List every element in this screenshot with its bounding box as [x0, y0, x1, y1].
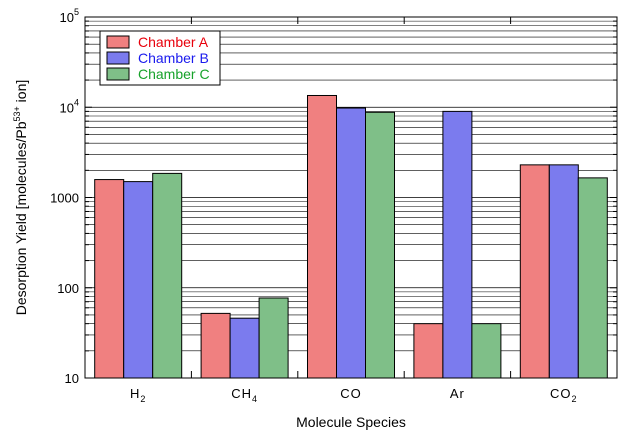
legend-swatch	[106, 67, 130, 81]
bar-chamber-a	[307, 94, 337, 379]
y-tick-label: 10	[65, 371, 79, 386]
legend-swatch	[106, 35, 130, 49]
x-axis-title: Molecule Species	[296, 414, 406, 430]
y-axis-title: Desorption Yield [molecules/Pb53+ ion]	[12, 80, 29, 316]
bar-chamber-b	[336, 107, 366, 379]
y-tick-label: 100	[57, 281, 79, 296]
y-axis-title-superscript: 53+	[12, 106, 22, 121]
x-category-label: Ar	[450, 386, 465, 401]
bar-chamber-c	[258, 297, 289, 379]
legend-label: Chamber C	[138, 66, 210, 82]
bar-chamber-a	[519, 164, 550, 379]
bars	[94, 94, 608, 379]
x-category-label: CO2	[550, 386, 578, 404]
bar-chamber-c	[365, 111, 395, 379]
y-tick-label: 104	[60, 97, 79, 115]
bar-chamber-b	[548, 164, 579, 379]
y-tick-label: 1000	[50, 191, 79, 206]
bar-chamber-c	[152, 172, 183, 379]
y-axis-title-prefix: Desorption Yield [molecules/Pb	[13, 121, 29, 315]
bar-chamber-b	[123, 181, 154, 379]
bar-chamber-b	[229, 317, 260, 379]
x-category-label: H2	[130, 386, 146, 404]
bar-chamber-a	[94, 179, 125, 379]
x-category-label: CO	[340, 386, 362, 401]
bar-chamber-a	[413, 323, 444, 379]
bar-chamber-a	[200, 312, 231, 379]
bar-chamber-c	[577, 177, 608, 379]
bar-chamber-c	[471, 323, 502, 379]
x-axis-ticks: H2 CH4 CO Ar CO2	[130, 17, 578, 404]
y-tick-label: 105	[60, 7, 79, 25]
legend-swatch	[106, 51, 130, 65]
x-category-label: CH4	[231, 386, 258, 404]
y-axis-ticks: 10 100 1000 104 105	[50, 7, 617, 386]
bar-chamber-b	[442, 110, 473, 379]
legend-label: Chamber A	[138, 34, 209, 50]
y-axis-title-suffix: ion]	[13, 80, 29, 106]
legend-label: Chamber B	[138, 50, 209, 66]
